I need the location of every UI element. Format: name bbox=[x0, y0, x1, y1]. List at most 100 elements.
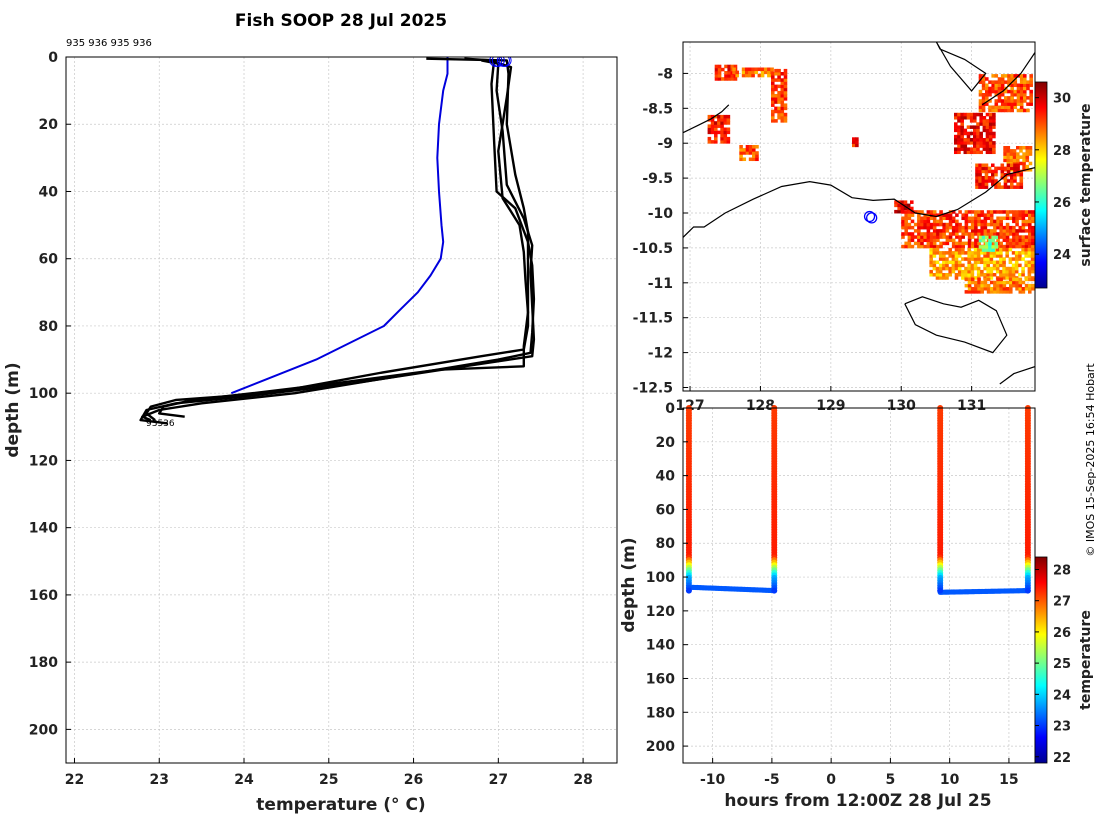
map-sst-cell bbox=[726, 127, 731, 132]
map-sst-cell bbox=[1018, 273, 1022, 277]
map-sst-cell bbox=[1002, 273, 1006, 277]
map-sst-cell bbox=[970, 229, 975, 233]
map-sst-cell bbox=[960, 116, 964, 120]
time-depth-y-tick-label: 160 bbox=[646, 671, 675, 687]
map-sst-cell bbox=[951, 251, 956, 255]
map-sst-cell bbox=[1014, 263, 1019, 268]
map-sst-cell bbox=[1013, 166, 1017, 171]
map-sst-cell bbox=[979, 138, 983, 142]
map-sst-cell bbox=[1031, 244, 1035, 249]
map-sst-cell bbox=[710, 124, 715, 128]
map-sst-cell bbox=[1000, 105, 1005, 110]
map-sst-cell bbox=[963, 138, 968, 142]
map-sst-cell bbox=[714, 71, 719, 75]
map-sst-cell bbox=[970, 287, 975, 291]
map-sst-cell bbox=[1021, 266, 1025, 271]
map-sst-cell bbox=[1028, 283, 1032, 288]
map-sst-cell bbox=[760, 70, 765, 75]
map-sst-cell bbox=[960, 141, 964, 145]
map-sst-cell bbox=[1010, 182, 1014, 186]
map-sst-cell bbox=[1011, 273, 1016, 277]
map-sst-cell bbox=[1024, 229, 1029, 233]
map-sst-cell bbox=[992, 134, 996, 139]
map-sst-cell bbox=[978, 172, 982, 177]
map-sst-cell bbox=[1002, 210, 1007, 214]
map-sst-cell bbox=[783, 72, 788, 76]
map-sst-cell bbox=[774, 94, 778, 98]
map-sst-cell bbox=[1009, 229, 1013, 233]
profile-line-profile-4 bbox=[157, 59, 530, 418]
map-sst-cell bbox=[714, 124, 718, 128]
map-sst-cell bbox=[717, 77, 722, 81]
map-sst-cell bbox=[981, 77, 986, 81]
map-sst-cell bbox=[1004, 99, 1008, 103]
map-sst-cell bbox=[988, 80, 992, 84]
map-sst-cell bbox=[995, 260, 1000, 265]
map-sst-cell bbox=[988, 108, 992, 113]
map-sst-cell bbox=[994, 83, 999, 88]
map-sst-cell bbox=[961, 229, 965, 233]
map-sst-cell bbox=[739, 145, 743, 149]
map-sst-cell bbox=[1002, 238, 1007, 243]
map-sst-cell bbox=[1013, 179, 1017, 183]
map-sst-cell bbox=[1002, 216, 1007, 221]
profile-x-axis-label: temperature (° C) bbox=[256, 795, 425, 815]
map-sst-cell bbox=[932, 266, 937, 271]
map-sst-cell bbox=[1003, 166, 1008, 171]
map-sst-cell bbox=[973, 247, 978, 252]
map-sst-cell bbox=[985, 235, 989, 240]
map-sst-cell bbox=[1013, 176, 1017, 180]
profile-grid bbox=[66, 56, 617, 763]
map-sst-cell bbox=[932, 210, 937, 214]
map-sst-cell bbox=[974, 229, 978, 233]
map-sst-cell bbox=[777, 109, 781, 114]
map-lat-tick-label: -8 bbox=[657, 66, 673, 82]
map-sst-cell bbox=[974, 232, 978, 236]
map-sst-cell bbox=[913, 222, 918, 227]
map-sst-cell bbox=[951, 210, 956, 214]
map-sst-cell bbox=[723, 118, 728, 122]
map-sst-cell bbox=[783, 78, 788, 82]
map-sst-cell bbox=[986, 213, 991, 217]
map-sst-cell bbox=[960, 119, 964, 123]
profile-x-tick-label: 23 bbox=[150, 772, 169, 788]
map-sst-cell bbox=[1015, 287, 1019, 291]
map-sst-cell bbox=[780, 103, 785, 107]
map-sst-cell bbox=[1010, 77, 1014, 81]
map-sst-cell bbox=[1018, 290, 1023, 294]
map-sst-cell bbox=[967, 273, 971, 277]
map-colorbar-tick-label: 24 bbox=[1053, 248, 1071, 263]
map-sst-cell bbox=[978, 176, 982, 180]
map-sst-cell bbox=[976, 144, 980, 148]
map-sst-cell bbox=[1010, 102, 1014, 106]
map-sst-cell bbox=[783, 119, 788, 123]
map-sst-cell bbox=[973, 257, 978, 261]
map-sst-cell bbox=[745, 145, 750, 149]
map-sst-cell bbox=[957, 254, 962, 258]
map-sst-cell bbox=[986, 235, 991, 239]
map-sst-cell bbox=[760, 67, 765, 72]
map-coastline bbox=[683, 104, 730, 134]
map-sst-cell bbox=[961, 235, 965, 239]
map-sst-cell bbox=[852, 143, 856, 148]
map-sst-cell bbox=[1015, 222, 1019, 227]
map-sst-cell bbox=[954, 125, 958, 129]
map-sst-cell bbox=[964, 216, 969, 221]
map-sst-cell bbox=[976, 128, 980, 133]
map-sst-cell bbox=[1009, 244, 1013, 249]
map-sst-cell bbox=[995, 251, 1000, 255]
map-sst-cell bbox=[967, 219, 972, 224]
map-sst-cell bbox=[897, 203, 901, 208]
map-sst-cell bbox=[1002, 280, 1007, 285]
map-sst-cell bbox=[1007, 74, 1011, 78]
map-sst-cell bbox=[1002, 229, 1007, 233]
map-sst-cell bbox=[926, 235, 931, 239]
map-sst-cell bbox=[996, 241, 1000, 246]
map-sst-cell bbox=[1031, 235, 1035, 239]
map-sst-cell bbox=[948, 216, 953, 221]
map-sst-cell bbox=[771, 84, 775, 89]
map-sst-cell bbox=[974, 213, 978, 217]
map-sst-cell bbox=[910, 219, 915, 224]
map-sst-cell bbox=[1016, 86, 1021, 91]
map-sst-cell bbox=[1005, 232, 1010, 236]
